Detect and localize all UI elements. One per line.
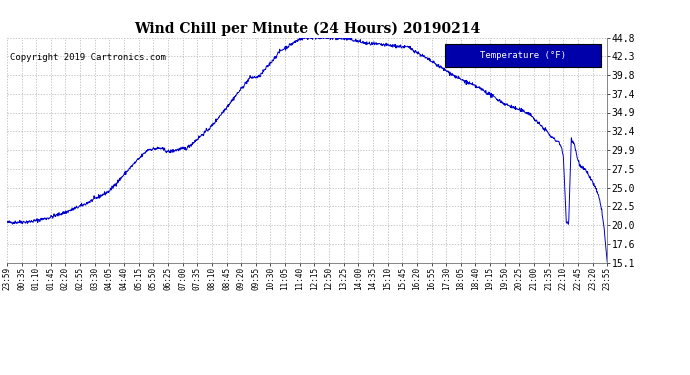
Title: Wind Chill per Minute (24 Hours) 20190214: Wind Chill per Minute (24 Hours) 2019021… bbox=[134, 22, 480, 36]
FancyBboxPatch shape bbox=[445, 44, 601, 67]
Text: Copyright 2019 Cartronics.com: Copyright 2019 Cartronics.com bbox=[10, 53, 166, 62]
Text: Temperature (°F): Temperature (°F) bbox=[480, 51, 566, 60]
